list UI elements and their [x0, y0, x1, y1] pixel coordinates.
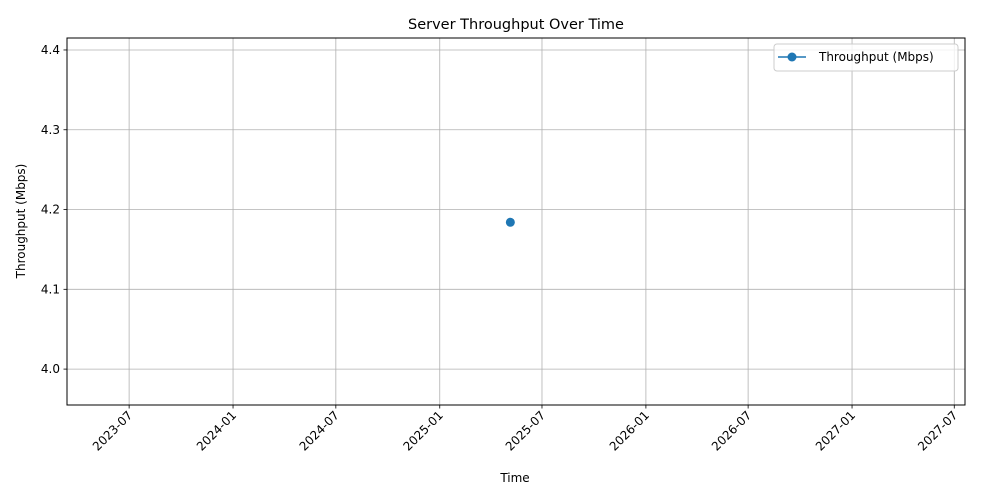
- y-tick-label: 4.3: [41, 123, 60, 137]
- data-point: [505, 217, 515, 227]
- y-tick-label: 4.0: [41, 362, 60, 376]
- legend-label: Throughput (Mbps): [818, 50, 934, 64]
- legend: Throughput (Mbps): [773, 43, 959, 72]
- chart-title: Server Throughput Over Time: [408, 17, 624, 33]
- x-axis-label: Time: [499, 471, 529, 485]
- y-tick-label: 4.2: [41, 203, 60, 217]
- grid: [67, 38, 965, 405]
- y-axis: 4.0 4.1 4.2 4.3 4.4: [41, 43, 67, 376]
- plot-area: [67, 38, 965, 405]
- y-tick-label: 4.4: [41, 43, 60, 57]
- plot-frame: [66, 37, 966, 406]
- y-tick-label: 4.1: [41, 282, 60, 296]
- legend-marker-swatch: [787, 52, 797, 62]
- legend-box: [773, 43, 959, 72]
- series-layer: [505, 217, 515, 227]
- y-axis-label: Throughput (Mbps): [14, 164, 28, 280]
